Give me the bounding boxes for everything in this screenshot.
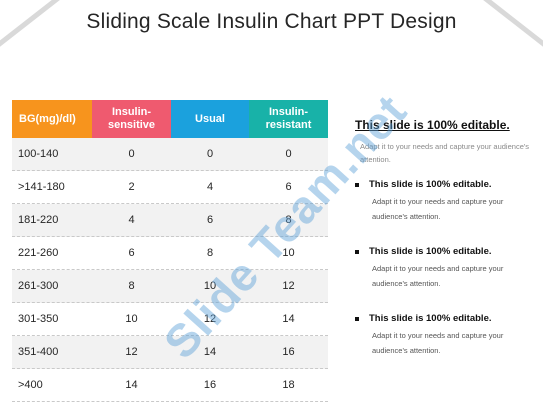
table-cell: 10 — [282, 247, 295, 259]
bullet-item: This slide is 100% editable. Adapt it to… — [355, 246, 535, 291]
bullet-text: Adapt it to your needs and capture your … — [372, 197, 504, 221]
lead-title: This slide is 100% editable. — [355, 118, 510, 132]
table-cell: 12 — [203, 313, 217, 325]
table-cell: 10 — [203, 280, 217, 292]
header-bg: BG(mg)/dl) — [12, 100, 92, 138]
table-row: 181-220 4 6 8 — [12, 204, 328, 237]
table-cell: 261-300 — [18, 280, 59, 292]
table-cell: 14 — [125, 379, 138, 391]
header-usual: Usual — [171, 100, 249, 138]
bullet-icon — [355, 317, 359, 321]
bullet-icon — [355, 183, 359, 187]
table-row: 301-350 10 12 14 — [12, 303, 328, 336]
text-panel: This slide is 100% editable. Adapt it to… — [355, 118, 535, 355]
header-insulin-resistant: Insulin-resistant — [249, 100, 328, 138]
slide-title: Sliding Scale Insulin Chart PPT Design — [86, 10, 457, 33]
table-cell: 6 — [128, 247, 135, 259]
table-body: 100-140 0 0 0 >141-180 2 4 6 181-220 4 6 8 221-260 6 8… — [12, 138, 328, 402]
table-header: BG(mg)/dl) Insulin-sensitive Usual Insul… — [12, 100, 328, 138]
table-cell: 0 — [128, 148, 135, 160]
table-cell: 6 — [206, 214, 214, 226]
table-cell: 8 — [206, 247, 214, 259]
table-row: 221-260 6 8 10 — [12, 237, 328, 270]
table-cell: 14 — [282, 313, 295, 325]
bullet-title: This slide is 100% editable. — [369, 246, 492, 257]
table-cell: 100-140 — [18, 148, 59, 160]
table-row: >400 14 16 18 — [12, 369, 328, 402]
bullet-item: This slide is 100% editable. Adapt it to… — [355, 313, 535, 358]
table-cell: 12 — [125, 346, 138, 358]
table-cell: >141-180 — [18, 181, 65, 193]
table-cell: 4 — [206, 181, 214, 193]
header-insulin-sensitive: Insulin-sensitive — [92, 100, 171, 138]
table-cell: 181-220 — [18, 214, 59, 226]
table-cell: 2 — [128, 181, 135, 193]
insulin-table: BG(mg)/dl) Insulin-sensitive Usual Insul… — [12, 100, 328, 402]
table-cell: 16 — [203, 379, 217, 391]
table-row: 261-300 8 10 12 — [12, 270, 328, 303]
bullet-text: Adapt it to your needs and capture your … — [372, 264, 504, 288]
bullet-title: This slide is 100% editable. — [369, 313, 492, 324]
table-cell: 10 — [125, 313, 138, 325]
table-row: 100-140 0 0 0 — [12, 138, 328, 171]
table-cell: 12 — [282, 280, 295, 292]
table-row: >141-180 2 4 6 — [12, 171, 328, 204]
table-cell: 14 — [203, 346, 217, 358]
table-cell: 221-260 — [18, 247, 59, 259]
table-cell: 0 — [206, 148, 214, 160]
table-cell: 8 — [128, 280, 135, 292]
table-cell: 301-350 — [18, 313, 59, 325]
table-cell: >400 — [18, 379, 43, 391]
table-row: 351-400 12 14 16 — [12, 336, 328, 369]
table-cell: 16 — [282, 346, 295, 358]
table-cell: 351-400 — [18, 346, 59, 358]
bullet-title: This slide is 100% editable. — [369, 179, 492, 190]
bullet-icon — [355, 250, 359, 254]
table-cell: 18 — [282, 379, 295, 391]
table-cell: 4 — [128, 214, 135, 226]
table-cell: 0 — [285, 148, 292, 160]
table-cell: 8 — [285, 214, 292, 226]
lead-text: Adapt it to your needs and capture your … — [360, 142, 530, 164]
bullet-text: Adapt it to your needs and capture your … — [372, 331, 504, 355]
table-cell: 6 — [285, 181, 292, 193]
bullet-item: This slide is 100% editable. Adapt it to… — [355, 179, 535, 224]
